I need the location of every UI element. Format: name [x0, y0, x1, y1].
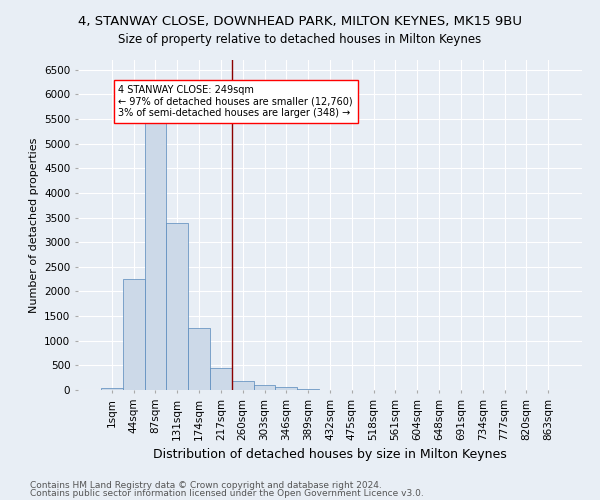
- Text: Size of property relative to detached houses in Milton Keynes: Size of property relative to detached ho…: [118, 32, 482, 46]
- Bar: [166, 222, 188, 390]
- Bar: [145, 122, 166, 390]
- Bar: [232, 382, 254, 390]
- Bar: [188, 328, 210, 390]
- Bar: [101, 388, 123, 390]
- Bar: [275, 388, 297, 390]
- Text: Contains public sector information licensed under the Open Government Licence v3: Contains public sector information licen…: [30, 489, 424, 498]
- Text: 4 STANWAY CLOSE: 249sqm
← 97% of detached houses are smaller (12,760)
3% of semi: 4 STANWAY CLOSE: 249sqm ← 97% of detache…: [118, 84, 353, 118]
- Text: Contains HM Land Registry data © Crown copyright and database right 2024.: Contains HM Land Registry data © Crown c…: [30, 480, 382, 490]
- Bar: [123, 279, 145, 390]
- Text: 4, STANWAY CLOSE, DOWNHEAD PARK, MILTON KEYNES, MK15 9BU: 4, STANWAY CLOSE, DOWNHEAD PARK, MILTON …: [78, 15, 522, 28]
- Y-axis label: Number of detached properties: Number of detached properties: [29, 138, 38, 312]
- Bar: [297, 389, 319, 390]
- X-axis label: Distribution of detached houses by size in Milton Keynes: Distribution of detached houses by size …: [153, 448, 507, 461]
- Bar: [254, 385, 275, 390]
- Bar: [210, 368, 232, 390]
